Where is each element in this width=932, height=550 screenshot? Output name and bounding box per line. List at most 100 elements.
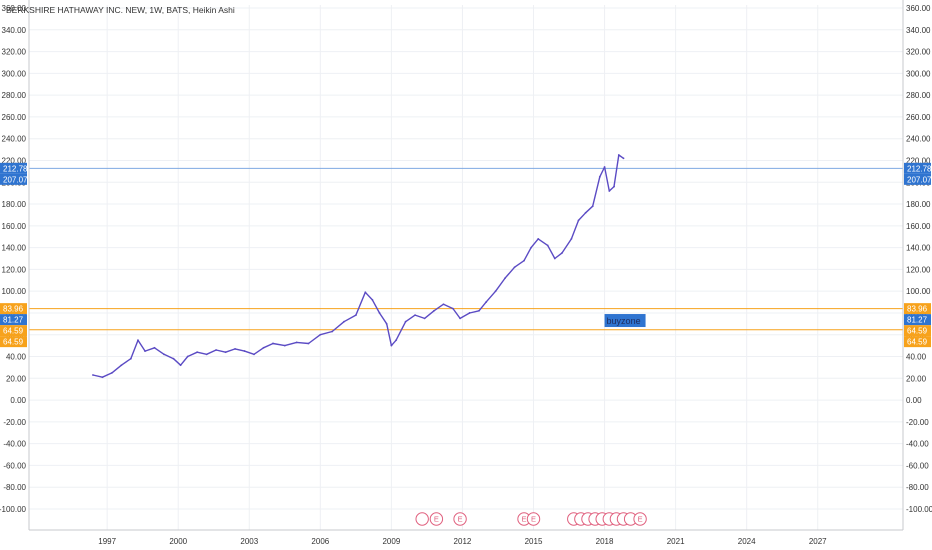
y-tick-label-left: 160.00	[2, 222, 27, 231]
price-point	[364, 291, 367, 294]
earnings-event-marker[interactable]	[415, 512, 429, 526]
price-point	[414, 314, 416, 317]
price-point	[179, 364, 182, 367]
earnings-event-marker[interactable]	[453, 512, 467, 526]
price-point	[433, 309, 435, 312]
y-tick-label-right: -60.00	[906, 461, 929, 470]
price-point	[283, 344, 286, 347]
price-point	[172, 357, 175, 360]
price-point	[459, 317, 461, 320]
price-badge-label: 81.27	[3, 316, 24, 325]
earnings-event-label: E	[638, 515, 643, 524]
y-tick-label-right: 180.00	[906, 200, 931, 209]
y-tick-label-right: 280.00	[906, 91, 931, 100]
price-point	[129, 357, 132, 360]
price-point	[144, 350, 146, 352]
price-point	[530, 246, 533, 249]
price-point	[390, 344, 393, 347]
price-point	[378, 312, 381, 314]
y-tick-label-right: 320.00	[906, 48, 931, 57]
price-badge-right	[904, 162, 931, 174]
y-tick-label-right: 300.00	[906, 69, 931, 78]
buyzone-label: buyzone	[607, 316, 641, 326]
price-badge-left	[0, 314, 27, 326]
y-tick-label-right: -100.00	[906, 505, 932, 514]
price-badge-label: 212.78	[907, 164, 932, 173]
y-tick-label-left: 340.00	[2, 26, 27, 35]
annotations[interactable]: buyzone	[604, 314, 646, 328]
y-tick-label-left: 300.00	[2, 69, 27, 78]
price-point	[537, 237, 540, 240]
price-point	[395, 339, 398, 342]
price-point	[243, 350, 246, 352]
earnings-event-marker[interactable]	[429, 512, 444, 526]
y-tick-label-right: 20.00	[906, 374, 927, 383]
price-point	[613, 185, 615, 188]
y-tick-label-left: 40.00	[6, 353, 27, 362]
x-tick-label: 2006	[311, 537, 329, 546]
earnings-event-label: E	[458, 515, 463, 524]
y-tick-label-left: -40.00	[3, 440, 26, 449]
earnings-event-marker[interactable]	[526, 512, 541, 526]
price-point	[371, 298, 374, 301]
y-tick-label-right: 260.00	[906, 113, 931, 122]
y-tick-label-left: 120.00	[2, 265, 27, 274]
earnings-event-label: E	[434, 515, 439, 524]
price-point	[513, 266, 516, 269]
price-point	[307, 342, 310, 345]
price-point	[504, 277, 506, 280]
price-point	[485, 301, 488, 303]
price-point	[546, 244, 549, 247]
y-tick-label-left: 320.00	[2, 48, 27, 57]
price-badge-left	[0, 325, 27, 337]
price-point	[92, 374, 94, 376]
price-series	[92, 154, 625, 379]
y-tick-label-left: -20.00	[3, 418, 26, 427]
buyzone-label-box[interactable]	[604, 314, 646, 328]
price-badge-right	[904, 336, 931, 348]
y-tick-label-left: 100.00	[2, 287, 27, 296]
y-tick-label-left: 220.00	[2, 156, 27, 165]
price-badge-right	[904, 303, 931, 315]
horizontal-lines	[29, 167, 903, 331]
price-point	[234, 347, 236, 350]
price-point	[224, 351, 227, 354]
price-point	[617, 154, 620, 156]
y-tick-label-right: -40.00	[906, 440, 929, 449]
price-point	[442, 303, 445, 306]
y-tick-label-right: 120.00	[906, 265, 931, 274]
x-tick-label: 2024	[738, 537, 756, 546]
price-point	[186, 355, 189, 358]
y-tick-label-left: 360.00	[2, 4, 27, 13]
y-tick-label-left: 280.00	[2, 91, 27, 100]
price-point	[137, 339, 139, 342]
price-badge-label: 64.59	[907, 338, 928, 347]
price-point	[215, 349, 218, 351]
y-tick-label-left: 180.00	[2, 200, 27, 209]
price-badge-right	[904, 325, 931, 337]
earnings-event-label: E	[531, 515, 536, 524]
price-badge-label: 212.78	[3, 164, 28, 173]
x-tick-label: 2009	[382, 537, 400, 546]
price-point	[608, 190, 611, 192]
x-tick-label: 2000	[169, 537, 187, 546]
y-tick-label-right: 360.00	[906, 4, 931, 13]
price-badge-left	[0, 303, 27, 315]
x-tick-label: 2003	[240, 537, 258, 546]
price-badge-label: 81.27	[907, 316, 928, 325]
price-badge-right	[904, 173, 931, 185]
x-tick-label: 2021	[667, 537, 685, 546]
y-tick-label-right: -80.00	[906, 483, 929, 492]
y-tick-label-left: 20.00	[6, 374, 27, 383]
price-point	[468, 312, 471, 314]
y-tick-label-right: 220.00	[906, 156, 931, 165]
price-point	[494, 290, 497, 293]
price-badge-left	[0, 336, 27, 348]
price-point	[153, 346, 156, 349]
price-point	[253, 353, 255, 356]
price-badge-label: 83.96	[3, 305, 24, 314]
earnings-event-marker[interactable]	[633, 512, 647, 526]
